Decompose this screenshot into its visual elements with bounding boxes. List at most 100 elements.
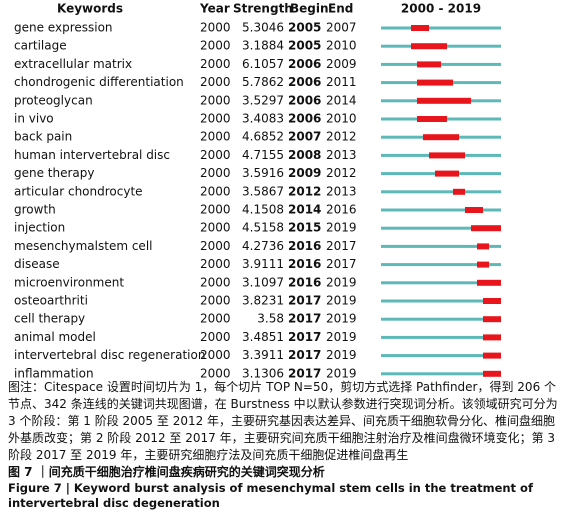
strength: 3.3911: [242, 348, 284, 362]
burst-bar: [435, 170, 459, 177]
end: 2013: [326, 184, 357, 198]
keyword: disease: [14, 257, 60, 271]
begin: 2014: [288, 203, 321, 217]
header-strength: Strength: [233, 2, 293, 16]
keyword: animal model: [14, 330, 96, 344]
year: 2000: [200, 257, 231, 271]
end: 2012: [326, 130, 357, 144]
keyword: proteoglycan: [14, 93, 93, 107]
end: 2014: [326, 93, 357, 107]
strength: 3.5297: [242, 93, 284, 107]
year: 2000: [200, 57, 231, 71]
strength: 3.4851: [242, 330, 284, 344]
keyword: injection: [14, 221, 65, 235]
begin: 2017: [288, 366, 321, 380]
burst-bar: [483, 370, 501, 377]
keyword: gene expression: [14, 21, 113, 35]
timeline: [381, 354, 501, 358]
burst-bar: [483, 316, 501, 323]
caption-cn: 图 7 ｜间充质干细胞治疗椎间盘疾病研究的关键词突现分析: [8, 465, 325, 479]
burst-bar: [417, 61, 441, 68]
begin: 2009: [288, 166, 321, 180]
end: 2019: [326, 275, 357, 289]
burst-bar: [477, 279, 501, 286]
begin: 2017: [288, 294, 321, 308]
strength: 4.6852: [242, 130, 284, 144]
strength: 3.1306: [242, 366, 284, 380]
keyword: in vivo: [14, 112, 54, 126]
year: 2000: [200, 75, 231, 89]
burst-bar: [465, 207, 483, 213]
begin: 2017: [288, 330, 321, 344]
header-timeline: 2000 - 2019: [401, 2, 481, 16]
begin: 2007: [288, 130, 321, 144]
timeline: [381, 372, 501, 376]
end: 2019: [326, 330, 357, 344]
end: 2012: [326, 166, 357, 180]
strength: 3.9111: [242, 257, 284, 271]
begin: 2017: [288, 312, 321, 326]
end: 2019: [326, 312, 357, 326]
timeline: [381, 281, 501, 285]
strength: 5.7862: [242, 75, 284, 89]
strength: 3.8231: [242, 294, 284, 308]
strength: 3.4083: [242, 112, 284, 126]
year: 2000: [200, 166, 231, 180]
year: 2000: [200, 148, 231, 162]
timeline: [381, 335, 501, 339]
end: 2019: [326, 366, 357, 380]
header-begin: Begin: [290, 2, 329, 16]
end: 2010: [326, 39, 357, 53]
keyword: mesenchymalstem cell: [14, 239, 153, 253]
year: 2000: [200, 330, 231, 344]
begin: 2016: [288, 257, 321, 271]
strength: 4.1508: [242, 203, 284, 217]
begin: 2016: [288, 275, 321, 289]
begin: 2005: [288, 21, 321, 35]
header-year: Year: [199, 2, 230, 16]
keyword: human intervertebral disc: [14, 148, 170, 162]
end: 2010: [326, 112, 357, 126]
header-keywords: Keywords: [57, 2, 123, 16]
keyword: osteoarthriti: [14, 294, 88, 308]
year: 2000: [200, 221, 231, 235]
year: 2000: [200, 93, 231, 107]
begin: 2017: [288, 348, 321, 362]
end: 2009: [326, 57, 357, 71]
strength: 4.5158: [242, 221, 284, 235]
begin: 2006: [288, 57, 321, 71]
burst-bar: [411, 43, 447, 50]
end: 2019: [326, 294, 357, 308]
burst-bar: [423, 134, 459, 141]
strength: 5.3046: [242, 21, 284, 35]
year: 2000: [200, 294, 231, 308]
end: 2013: [326, 148, 357, 162]
strength: 3.5867: [242, 184, 284, 198]
burst-bar: [411, 25, 429, 31]
keyword: cartilage: [14, 39, 67, 53]
keyword: growth: [14, 203, 56, 217]
timeline: [381, 263, 501, 267]
header-end: End: [328, 2, 353, 16]
keyword: back pain: [14, 130, 72, 144]
strength: 3.58: [257, 312, 284, 326]
end: 2019: [326, 348, 357, 362]
year: 2000: [200, 348, 231, 362]
year: 2000: [200, 275, 231, 289]
keyword: cell therapy: [14, 312, 85, 326]
year: 2000: [200, 184, 231, 198]
keyword: gene therapy: [14, 166, 95, 180]
end: 2016: [326, 203, 357, 217]
begin: 2015: [288, 221, 321, 235]
begin: 2006: [288, 93, 321, 107]
begin: 2012: [288, 184, 321, 198]
timeline: [381, 226, 501, 230]
timeline: [381, 299, 501, 303]
timeline: [381, 190, 501, 194]
burst-bar: [417, 116, 447, 122]
burst-bar: [477, 261, 489, 268]
year: 2000: [200, 366, 231, 380]
end: 2017: [326, 239, 357, 253]
burst-table: Keywords Year Strength Begin End 2000 - …: [14, 2, 501, 380]
burst-bar: [483, 298, 501, 304]
